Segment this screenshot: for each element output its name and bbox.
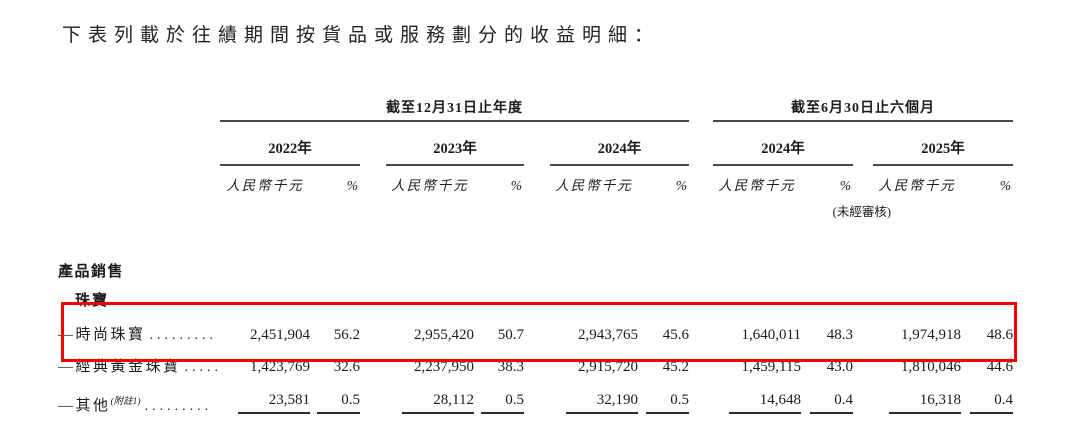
table-row-others: —其他(附註1)......... 23,581 0.5 28,112 0.5 … bbox=[58, 379, 1014, 418]
currency-header: 人民幣千元 bbox=[555, 178, 633, 194]
cell-percent-underlined: 0.5 bbox=[317, 392, 360, 414]
cell-percent: 48.3 bbox=[826, 326, 853, 343]
currency-header: 人民幣千元 bbox=[878, 178, 956, 194]
year-header-2024: 2024年 bbox=[550, 121, 689, 166]
subsection-header: 珠寶 bbox=[75, 292, 110, 309]
cell-percent-underlined: 0.5 bbox=[646, 392, 689, 414]
year-header-2025: 2025年 bbox=[873, 121, 1014, 166]
row-label: —經典黃金珠寶 bbox=[58, 358, 181, 375]
currency-header: 人民幣千元 bbox=[391, 178, 469, 194]
cell-amount: 2,237,950 bbox=[414, 358, 474, 375]
cell-amount-underlined: 28,112 bbox=[402, 392, 474, 414]
year-header-2022: 2022年 bbox=[220, 121, 360, 166]
dot-leader: ......... bbox=[144, 398, 213, 414]
cell-amount-underlined: 16,318 bbox=[889, 392, 961, 414]
cell-amount: 2,915,720 bbox=[578, 358, 638, 375]
subsection-header-row: 珠寶 bbox=[58, 280, 1013, 309]
year-header-2023: 2023年 bbox=[386, 121, 524, 166]
unaudited-label: (未經審核) bbox=[832, 204, 891, 219]
revenue-breakdown-table: 截至12月31日止年度 截至6月30日止六個月 2022年 2023年 2024… bbox=[58, 88, 1014, 418]
cell-percent-underlined: 0.4 bbox=[810, 392, 853, 414]
period-group-interim: 截至6月30日止六個月 bbox=[713, 88, 1014, 122]
percent-header: % bbox=[346, 178, 358, 194]
percent-header: % bbox=[999, 178, 1012, 194]
percent-header: % bbox=[839, 178, 851, 194]
cell-amount-underlined: 32,190 bbox=[566, 392, 638, 414]
cell-amount: 2,943,765 bbox=[578, 326, 638, 343]
cell-amount: 1,974,918 bbox=[901, 326, 961, 343]
cell-percent: 45.2 bbox=[662, 358, 689, 375]
cell-amount: 1,640,011 bbox=[741, 326, 801, 343]
cell-amount: 1,459,115 bbox=[741, 358, 801, 375]
dot-leader: ......... bbox=[149, 327, 218, 343]
unit-header-row: 人民幣千元 % 人民幣千元 % 人民幣千元 % 人民幣千元 % 人民幣千元 % bbox=[58, 165, 1013, 194]
cell-percent: 38.3 bbox=[497, 358, 524, 375]
cell-amount-underlined: 14,648 bbox=[729, 392, 801, 414]
table-row-classic-gold-jewelry: —經典黃金珠寶..... 1,423,769 32.6 2,237,950 38… bbox=[58, 347, 1013, 379]
unaudited-note-row: (未經審核) bbox=[58, 194, 1013, 220]
dot-leader: ..... bbox=[184, 359, 223, 375]
footnote-ref: (附註1) bbox=[110, 396, 141, 407]
row-label: —時尚珠寶 bbox=[58, 326, 146, 343]
spacer-row bbox=[58, 220, 1013, 260]
currency-header: 人民幣千元 bbox=[718, 178, 796, 194]
cell-percent: 50.7 bbox=[497, 326, 524, 343]
section-header-row: 產品銷售 bbox=[58, 260, 1013, 280]
percent-header: % bbox=[510, 178, 522, 194]
cell-percent: 32.6 bbox=[333, 358, 360, 375]
row-label: —其他 bbox=[58, 397, 111, 414]
cell-percent: 48.6 bbox=[986, 326, 1014, 343]
cell-amount-underlined: 23,581 bbox=[238, 392, 310, 414]
cell-amount: 2,955,420 bbox=[414, 326, 474, 343]
cell-percent-underlined: 0.5 bbox=[481, 392, 524, 414]
cell-percent-underlined: 0.4 bbox=[970, 392, 1014, 414]
cell-amount: 2,451,904 bbox=[250, 326, 310, 343]
cell-percent: 56.2 bbox=[333, 326, 360, 343]
cell-percent: 45.6 bbox=[662, 326, 689, 343]
year-header-2024-interim: 2024年 bbox=[713, 121, 853, 166]
percent-header: % bbox=[675, 178, 687, 194]
section-header: 產品銷售 bbox=[58, 263, 125, 280]
currency-header: 人民幣千元 bbox=[226, 178, 304, 194]
cell-percent: 44.6 bbox=[986, 358, 1014, 375]
cell-percent: 43.0 bbox=[826, 358, 853, 375]
period-group-header-row: 截至12月31日止年度 截至6月30日止六個月 bbox=[58, 88, 1014, 122]
period-group-annual: 截至12月31日止年度 bbox=[220, 88, 689, 122]
cell-amount: 1,810,046 bbox=[901, 358, 961, 375]
page-title: 下表列載於往績期間按貨品或服務劃分的收益明細： bbox=[62, 25, 661, 46]
year-header-row: 2022年 2023年 2024年 2024年 2025年 bbox=[58, 121, 1014, 166]
cell-amount: 1,423,769 bbox=[250, 358, 310, 375]
table-row-fashion-jewelry: —時尚珠寶......... 2,451,904 56.2 2,955,420 … bbox=[58, 309, 1013, 347]
